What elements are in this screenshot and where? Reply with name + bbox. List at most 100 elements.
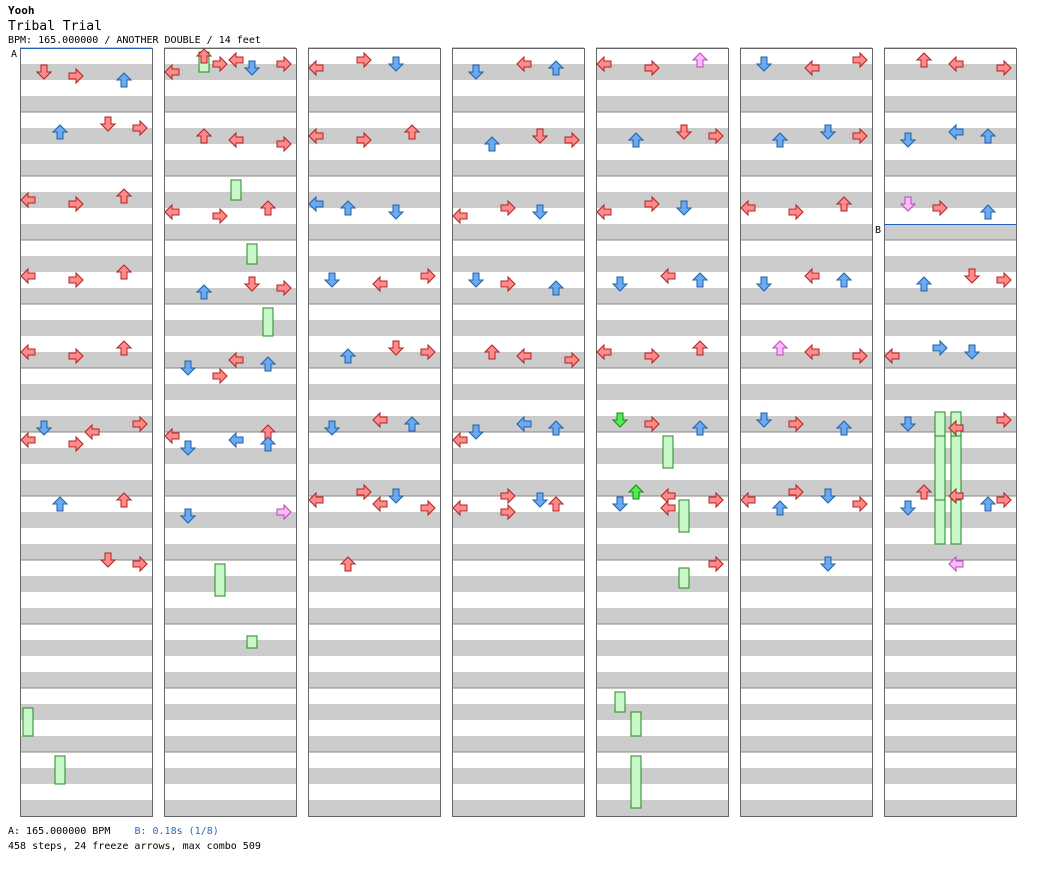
stripe: [20, 608, 152, 624]
right-arrow-icon: [132, 119, 148, 137]
stripe: [308, 320, 440, 336]
stripe: [740, 256, 872, 272]
stripe: [884, 160, 1016, 176]
down-arrow-icon: [467, 272, 485, 288]
stripe: [596, 64, 728, 80]
left-arrow-icon: [372, 495, 388, 513]
right-arrow-icon: [420, 267, 436, 285]
stripe: [20, 544, 152, 560]
stripe: [164, 608, 296, 624]
stripe: [884, 320, 1016, 336]
stripe: [20, 256, 152, 272]
left-arrow-icon: [20, 431, 36, 449]
stripe: [452, 352, 584, 368]
stripe: [308, 448, 440, 464]
up-arrow-icon: [691, 420, 709, 436]
right-arrow-icon: [500, 199, 516, 217]
left-arrow-icon: [452, 207, 468, 225]
up-arrow-icon: [403, 124, 421, 140]
stripe: [740, 480, 872, 496]
down-arrow-icon: [243, 60, 261, 76]
stripe: [452, 320, 584, 336]
stripe: [308, 544, 440, 560]
stripe: [596, 320, 728, 336]
right-arrow-icon: [852, 347, 868, 365]
stripe: [452, 192, 584, 208]
up-arrow-icon: [691, 340, 709, 356]
up-arrow-icon: [979, 204, 997, 220]
down-arrow-icon: [755, 412, 773, 428]
stripe: [740, 96, 872, 112]
stripe: [164, 768, 296, 784]
left-arrow-icon: [228, 351, 244, 369]
chart-column-2: [164, 48, 297, 817]
up-arrow-icon: [339, 348, 357, 364]
up-arrow-icon: [339, 200, 357, 216]
left-arrow-icon: [596, 55, 612, 73]
left-arrow-icon: [804, 343, 820, 361]
stripe: [164, 704, 296, 720]
freeze-arrow: [678, 499, 690, 533]
stripe: [596, 352, 728, 368]
stripe: [20, 384, 152, 400]
stripe: [20, 448, 152, 464]
up-arrow-icon: [115, 492, 133, 508]
stripe: [452, 672, 584, 688]
left-arrow-icon: [516, 55, 532, 73]
left-arrow-icon: [228, 431, 244, 449]
down-arrow-icon: [899, 500, 917, 516]
stripe: [884, 96, 1016, 112]
right-arrow-icon: [788, 483, 804, 501]
up-arrow-icon: [979, 496, 997, 512]
down-arrow-icon: [387, 340, 405, 356]
stripe: [884, 416, 1016, 432]
stop-text: B: 0.18s (1/8): [134, 826, 219, 837]
stripe: [596, 224, 728, 240]
stripe: [452, 640, 584, 656]
stripe: [20, 640, 152, 656]
stripe: [740, 384, 872, 400]
down-arrow-icon: [531, 492, 549, 508]
stripe: [452, 96, 584, 112]
stripe: [740, 448, 872, 464]
right-arrow-icon: [68, 435, 84, 453]
right-arrow-icon: [708, 127, 724, 145]
stripe: [596, 416, 728, 432]
stripe: [740, 672, 872, 688]
stripe: [452, 256, 584, 272]
stripe: [596, 800, 728, 816]
down-arrow-icon: [531, 128, 549, 144]
stripe: [740, 768, 872, 784]
stripe: [164, 192, 296, 208]
stripe: [884, 800, 1016, 816]
stripe: [308, 288, 440, 304]
stripe: [20, 768, 152, 784]
stripe: [308, 672, 440, 688]
stripe: [884, 448, 1016, 464]
stripe: [452, 160, 584, 176]
stripe: [884, 640, 1016, 656]
left-arrow-icon: [20, 191, 36, 209]
stripe: [20, 736, 152, 752]
footer-timing: A: 165.000000 BPM B: 0.18s (1/8): [8, 826, 219, 837]
stripe: [884, 576, 1016, 592]
stripe: [740, 800, 872, 816]
stripe: [596, 288, 728, 304]
right-arrow-icon: [356, 483, 372, 501]
left-arrow-icon: [164, 427, 180, 445]
right-arrow-icon: [132, 555, 148, 573]
down-arrow-icon: [755, 56, 773, 72]
marker-label-A: A: [11, 49, 17, 60]
up-arrow-icon: [51, 496, 69, 512]
right-arrow-icon: [68, 67, 84, 85]
stripe: [308, 768, 440, 784]
right-arrow-icon: [212, 55, 228, 73]
stripe: [308, 64, 440, 80]
left-arrow-icon: [740, 199, 756, 217]
down-arrow-icon: [675, 124, 693, 140]
stripe: [164, 128, 296, 144]
stripe: [596, 704, 728, 720]
down-arrow-icon: [819, 124, 837, 140]
left-arrow-icon: [948, 55, 964, 73]
stripe: [20, 800, 152, 816]
